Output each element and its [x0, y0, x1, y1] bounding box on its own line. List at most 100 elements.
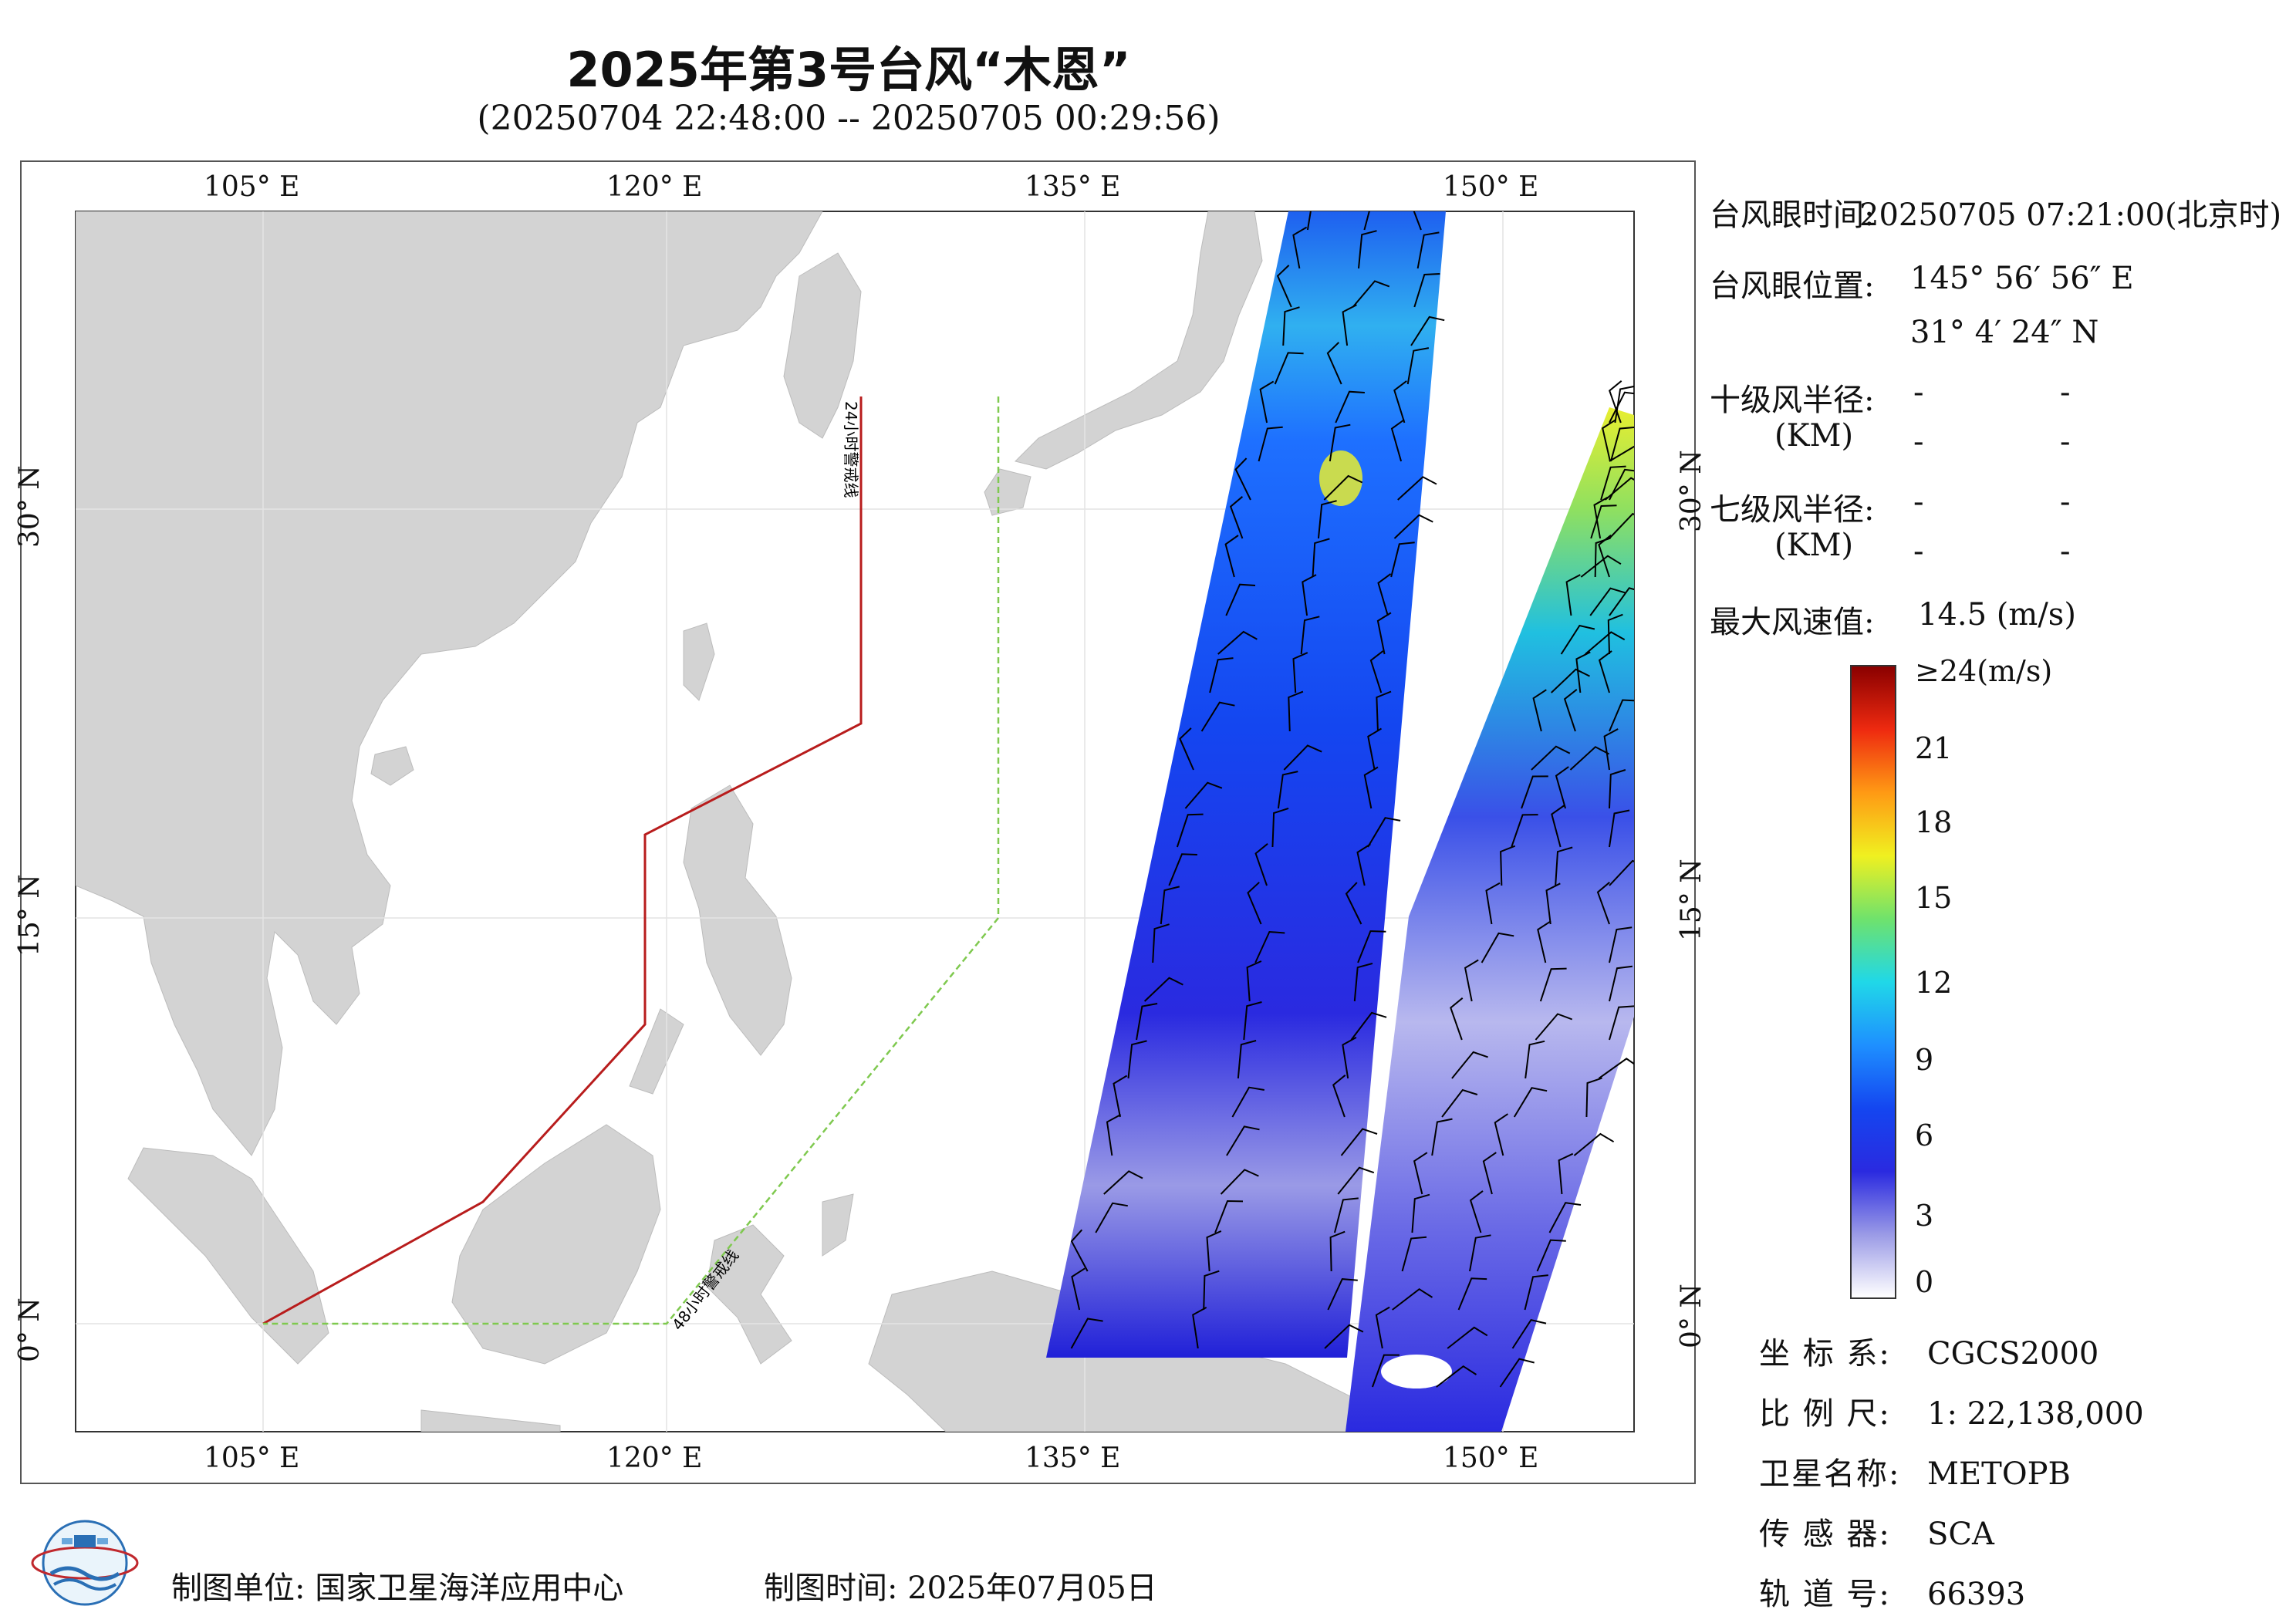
colorbar-label: 15 — [1915, 881, 1953, 915]
wind-barb — [1220, 1169, 1259, 1195]
wind-barb — [1413, 273, 1440, 308]
wind-barb — [1103, 1170, 1143, 1195]
r10-dash-4: - — [2060, 424, 2071, 460]
wind-barb — [1469, 1190, 1484, 1233]
wind-barb — [1375, 1306, 1390, 1349]
wind-barb — [1609, 1005, 1634, 1041]
wind-barb — [1573, 1132, 1615, 1156]
wind-barb — [1532, 689, 1547, 732]
wind-barb — [1593, 496, 1609, 539]
wind-barb — [1237, 1040, 1257, 1079]
wind-barb — [1416, 231, 1440, 269]
colorbar-label: 6 — [1915, 1119, 1934, 1152]
wind-barb — [1206, 1230, 1222, 1272]
wind-barb — [1312, 538, 1330, 578]
lat-left-30: 30° N — [14, 465, 46, 548]
r10-dash-1: - — [1913, 375, 1924, 410]
wind-barb — [1585, 631, 1626, 655]
wind-barb — [1168, 853, 1197, 886]
wind-barb — [1357, 930, 1386, 963]
wind-barb — [1393, 380, 1407, 423]
map-frame — [20, 160, 1696, 1484]
wind-barb — [1300, 616, 1320, 655]
wind-barb — [1548, 1202, 1582, 1233]
lat-right-0: 0° N — [1676, 1284, 1707, 1348]
wind-barb — [1609, 445, 1634, 462]
r7-km: (KM) — [1774, 528, 1854, 563]
wind-barb — [1555, 766, 1569, 809]
wind-barb — [1302, 574, 1317, 616]
colorbar-label: 21 — [1915, 731, 1953, 765]
colorbar-label: ≥24(m/s) — [1915, 654, 2053, 688]
wind-barb — [1563, 689, 1578, 732]
wind-barb — [1537, 920, 1551, 963]
r7-dash-2: - — [2060, 484, 2071, 520]
wind-barb — [1231, 1086, 1264, 1118]
colorbar-label: 0 — [1915, 1265, 1934, 1299]
wind-barb — [1283, 744, 1322, 771]
wind-barb — [1329, 423, 1351, 462]
wind-barb — [1609, 699, 1634, 732]
wind-barb — [1246, 960, 1262, 1002]
wind-barb — [1598, 1058, 1634, 1079]
wind-barb — [1411, 1193, 1430, 1233]
wind-barb — [1356, 843, 1371, 886]
orbit-label: 轨 道 号: — [1759, 1577, 1891, 1612]
footer-time: 制图时间: 2025年07月05日 — [764, 1571, 1157, 1606]
wind-barb — [1335, 390, 1365, 423]
wind-barb — [1179, 727, 1194, 771]
wind-barb — [1524, 1040, 1545, 1079]
eye-time-value: 20250705 07:21:00(北京时) — [1859, 197, 2282, 233]
wind-barb — [1609, 809, 1630, 848]
wind-barb — [1160, 886, 1180, 925]
wind-barb — [1363, 211, 1370, 231]
wind-map[interactable]: 24小时警戒线 48小时警戒线 — [20, 160, 1693, 1481]
crs-value: CGCS2000 — [1927, 1336, 2099, 1372]
wind-barb — [1292, 652, 1308, 693]
wind-barb — [1513, 1087, 1548, 1118]
wind-barb — [1585, 1077, 1602, 1118]
crs-label: 坐 标 系: — [1759, 1336, 1891, 1372]
wind-barb — [1457, 1277, 1487, 1311]
r7-dash-3: - — [1913, 534, 1924, 569]
map-subtitle: (20250704 22:48:00 -- 20250705 00:29:56) — [477, 99, 1221, 138]
wind-barb — [1234, 457, 1251, 501]
lon-top-120: 120° E — [606, 171, 703, 203]
wind-barb — [1596, 882, 1610, 925]
wind-barb — [1184, 781, 1223, 809]
wind-barb — [1397, 476, 1437, 501]
eye-lon: 145° 56′ 56″ E — [1910, 261, 2134, 296]
wind-barb — [1590, 504, 1617, 539]
footer-unit: 制图单位: 国家卫星海洋应用中心 — [171, 1571, 624, 1606]
eye-pos-label: 台风眼位置: — [1710, 268, 1875, 304]
wind-barb — [1450, 997, 1464, 1041]
wind-barb — [1323, 474, 1363, 501]
wind-barb — [1363, 766, 1379, 809]
wind-barb — [1200, 701, 1235, 732]
wind-barb — [1071, 1267, 1086, 1311]
wind-barb — [1247, 882, 1262, 925]
colorbar-label: 9 — [1915, 1043, 1934, 1077]
colorbar-label: 3 — [1915, 1199, 1934, 1233]
wind-barb — [1376, 612, 1392, 655]
wind-barb — [1254, 930, 1285, 963]
warning-line-24h — [262, 396, 863, 1325]
wind-barb — [1229, 496, 1244, 539]
wind-barb — [1350, 1011, 1387, 1041]
lon-bottom-120: 120° E — [606, 1442, 703, 1474]
wind-barb — [1176, 813, 1204, 848]
wind-barb — [1392, 1287, 1433, 1311]
wind-barb — [1377, 573, 1392, 616]
r10-label: 十级风半径: — [1710, 383, 1875, 418]
wind-barb — [1113, 1075, 1128, 1118]
wind-barb — [1332, 1075, 1346, 1118]
wind-barb — [1609, 587, 1634, 616]
wind-barb — [1580, 555, 1622, 578]
wind-barb — [1345, 882, 1362, 925]
scale-label: 比 例 尺: — [1759, 1396, 1891, 1432]
wind-barb — [1609, 468, 1634, 501]
eye-time-label: 台风眼时间: — [1710, 197, 1875, 233]
wind-barb — [1521, 775, 1548, 809]
wind-barb — [1406, 347, 1430, 385]
lon-top-135: 135° E — [1025, 171, 1121, 203]
